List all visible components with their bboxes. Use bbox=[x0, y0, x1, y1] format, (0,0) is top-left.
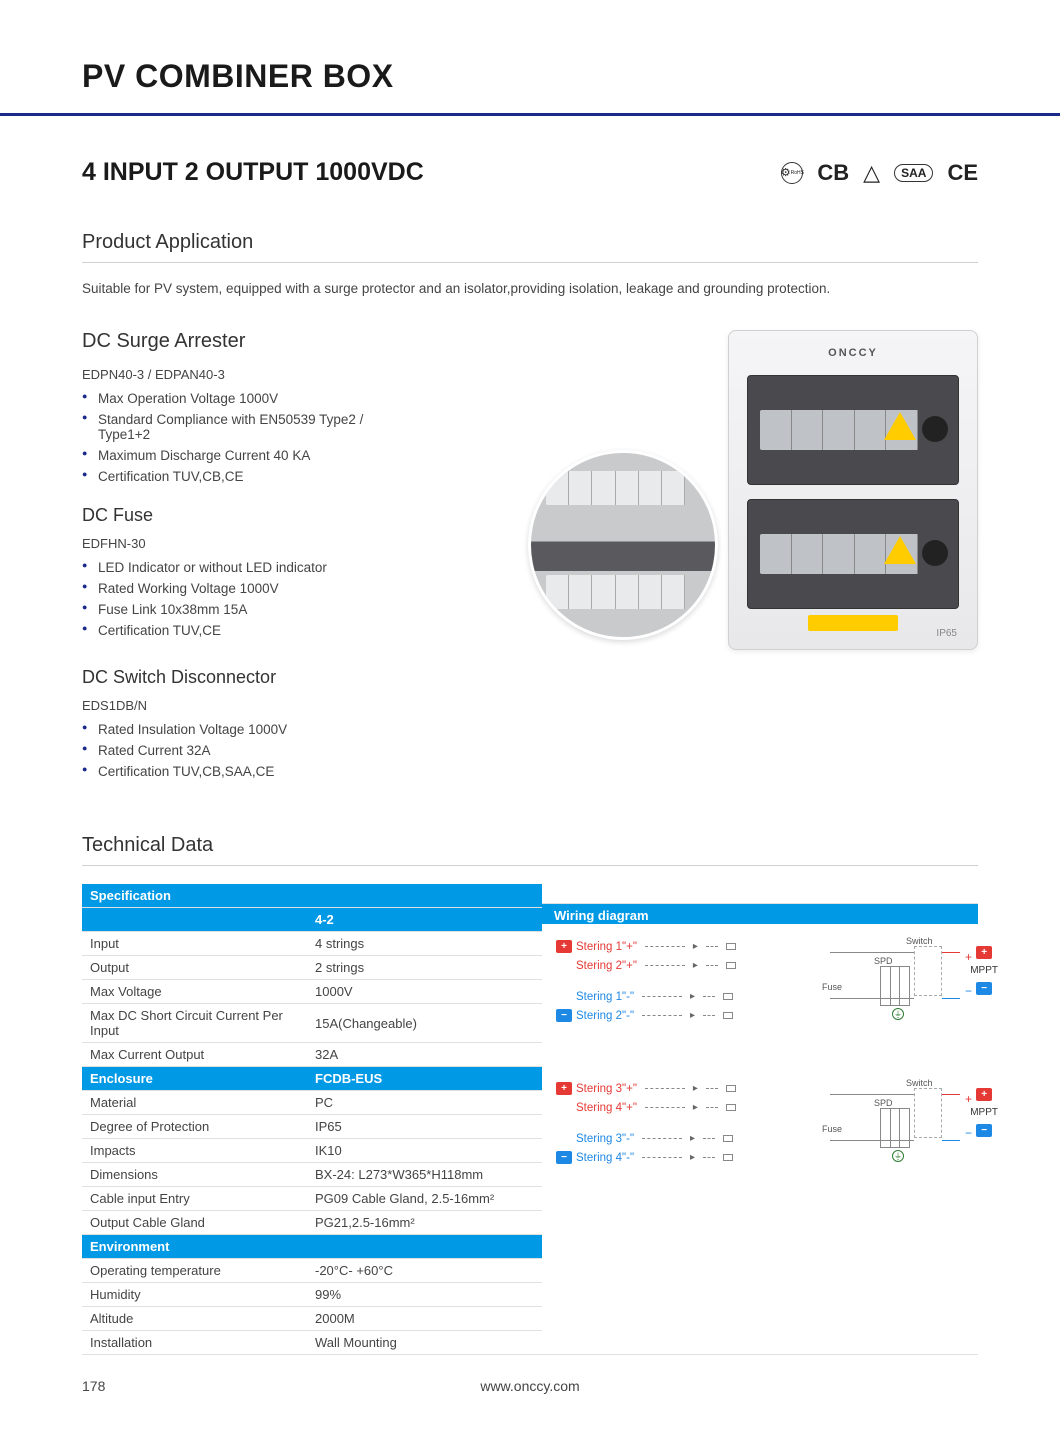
surge-heading: DC Surge Arrester bbox=[82, 330, 382, 355]
list-item: Certification TUV,CB,CE bbox=[82, 466, 382, 487]
mppt-label: MPPT bbox=[970, 965, 998, 976]
wiring-label: Stering 1"+" bbox=[576, 941, 637, 953]
spd-label: SPD bbox=[874, 956, 893, 966]
list-item: Certification TUV,CE bbox=[82, 620, 382, 641]
footer-url: www.onccy.com bbox=[480, 1378, 579, 1394]
table-row: Output2 strings bbox=[82, 956, 542, 980]
wiring-label: Stering 1"-" bbox=[576, 991, 634, 1003]
wiring-group: +Stering 3"+"▸Stering 4"+"▸Stering 3"-"▸… bbox=[556, 1080, 970, 1200]
section-application-heading: Product Application bbox=[82, 231, 978, 263]
page-footer: 178 www.onccy.com bbox=[0, 1378, 1060, 1394]
page-title: PV COMBINER BOX bbox=[0, 0, 1060, 113]
table-row: InstallationWall Mounting bbox=[82, 1331, 542, 1355]
table-row: Max Current Output32A bbox=[82, 1043, 542, 1067]
table-row: Cable input EntryPG09 Cable Gland, 2.5-1… bbox=[82, 1187, 542, 1211]
table-row: ImpactsIK10 bbox=[82, 1139, 542, 1163]
rohs-icon: ⚙RoHS bbox=[781, 162, 803, 184]
wiring-group: +Stering 1"+"▸Stering 2"+"▸Stering 1"-"▸… bbox=[556, 938, 970, 1058]
cb-icon: CB bbox=[817, 160, 849, 186]
table-row: Degree of ProtectionIP65 bbox=[82, 1115, 542, 1139]
table-header-col2: 4-2 bbox=[82, 908, 542, 932]
mppt-label: MPPT bbox=[970, 1107, 998, 1118]
wiring-label: Stering 4"+" bbox=[576, 1102, 637, 1114]
product-image: ONCCY IP65 bbox=[728, 330, 978, 650]
wiring-schematic: Switch SPD Fuse ⏚ + − + MPPT − bbox=[830, 1080, 970, 1180]
wiring-label: Stering 3"-" bbox=[576, 1133, 634, 1145]
table-header-env: Environment bbox=[82, 1235, 542, 1259]
wiring-label: Stering 3"+" bbox=[576, 1083, 637, 1095]
table-row: MaterialPC bbox=[82, 1091, 542, 1115]
table-header-spec: Specification bbox=[82, 884, 542, 908]
fuse-model: EDFHN-30 bbox=[82, 536, 382, 551]
fuse-label: Fuse bbox=[822, 1124, 842, 1134]
application-text: Suitable for PV system, equipped with a … bbox=[82, 281, 978, 296]
list-item: Fuse Link 10x38mm 15A bbox=[82, 599, 382, 620]
polarity-box: + bbox=[556, 1082, 572, 1095]
technical-heading: Technical Data bbox=[82, 834, 978, 866]
disconnector-list: Rated Insulation Voltage 1000V Rated Cur… bbox=[82, 719, 382, 782]
surge-model: EDPN40-3 / EDPAN40-3 bbox=[82, 367, 382, 382]
list-item: Max Operation Voltage 1000V bbox=[82, 388, 382, 409]
fuse-heading: DC Fuse bbox=[82, 505, 382, 526]
wiring-header: Wiring diagram bbox=[542, 904, 978, 924]
switch-label: Switch bbox=[906, 936, 933, 946]
spec-header: Specification bbox=[82, 884, 542, 908]
ce-icon: CE bbox=[947, 160, 978, 186]
out-minus-box: − bbox=[976, 1124, 992, 1137]
disconnector-model: EDS1DB/N bbox=[82, 698, 382, 713]
out-plus-box: + bbox=[976, 1088, 992, 1101]
technical-data-table: Specification 4-2 Input4 strings Output2… bbox=[82, 884, 542, 1355]
ground-icon: ⏚ bbox=[892, 1150, 904, 1162]
polarity-box: − bbox=[556, 1009, 572, 1022]
polarity-box: + bbox=[556, 940, 572, 953]
warning-icon bbox=[884, 536, 916, 564]
table-row: Operating temperature-20°C- +60°C bbox=[82, 1259, 542, 1283]
wiring-diagram-column: Wiring diagram +Stering 1"+"▸Stering 2"+… bbox=[542, 884, 978, 1355]
list-item: Maximum Discharge Current 40 KA bbox=[82, 445, 382, 466]
disconnector-heading: DC Switch Disconnector bbox=[82, 667, 382, 688]
fuse-label: Fuse bbox=[822, 982, 842, 992]
fuse-list: LED Indicator or without LED indicator R… bbox=[82, 557, 382, 641]
ip-rating-label: IP65 bbox=[936, 628, 957, 639]
certification-icons: ⚙RoHS CB △ SAA CE bbox=[781, 160, 978, 186]
table-row: Max Voltage1000V bbox=[82, 980, 542, 1004]
triangle-icon: △ bbox=[863, 160, 880, 186]
page-number: 178 bbox=[82, 1378, 105, 1394]
col2-header: 4-2 bbox=[307, 908, 542, 932]
table-row: Altitude2000M bbox=[82, 1307, 542, 1331]
list-item: Rated Working Voltage 1000V bbox=[82, 578, 382, 599]
wiring-label: Stering 2"-" bbox=[576, 1010, 634, 1022]
table-row: Output Cable GlandPG21,2.5-16mm² bbox=[82, 1211, 542, 1235]
list-item: Standard Compliance with EN50539 Type2 /… bbox=[82, 409, 382, 445]
polarity-box: − bbox=[556, 1151, 572, 1164]
table-row: Input4 strings bbox=[82, 932, 542, 956]
warning-icon bbox=[884, 412, 916, 440]
product-detail-image bbox=[528, 450, 718, 640]
table-row: Max DC Short Circuit Current Per Input15… bbox=[82, 1004, 542, 1043]
spd-label: SPD bbox=[874, 1098, 893, 1108]
saa-icon: SAA bbox=[894, 164, 933, 182]
switch-label: Switch bbox=[906, 1078, 933, 1088]
list-item: Rated Current 32A bbox=[82, 740, 382, 761]
out-plus-box: + bbox=[976, 946, 992, 959]
table-header-enclosure: EnclosureFCDB-EUS bbox=[82, 1067, 542, 1091]
table-row: Humidity99% bbox=[82, 1283, 542, 1307]
wiring-schematic: Switch SPD Fuse ⏚ + − + MPPT − bbox=[830, 938, 970, 1038]
list-item: Certification TUV,CB,SAA,CE bbox=[82, 761, 382, 782]
wiring-label: Stering 2"+" bbox=[576, 960, 637, 972]
list-item: Rated Insulation Voltage 1000V bbox=[82, 719, 382, 740]
product-brand: ONCCY bbox=[828, 347, 878, 359]
list-item: LED Indicator or without LED indicator bbox=[82, 557, 382, 578]
out-minus-box: − bbox=[976, 982, 992, 995]
surge-list: Max Operation Voltage 1000V Standard Com… bbox=[82, 388, 382, 487]
table-row: DimensionsBX-24: L273*W365*H118mm bbox=[82, 1163, 542, 1187]
wiring-label: Stering 4"-" bbox=[576, 1152, 634, 1164]
ground-icon: ⏚ bbox=[892, 1008, 904, 1020]
subtitle: 4 INPUT 2 OUTPUT 1000VDC bbox=[82, 158, 424, 187]
